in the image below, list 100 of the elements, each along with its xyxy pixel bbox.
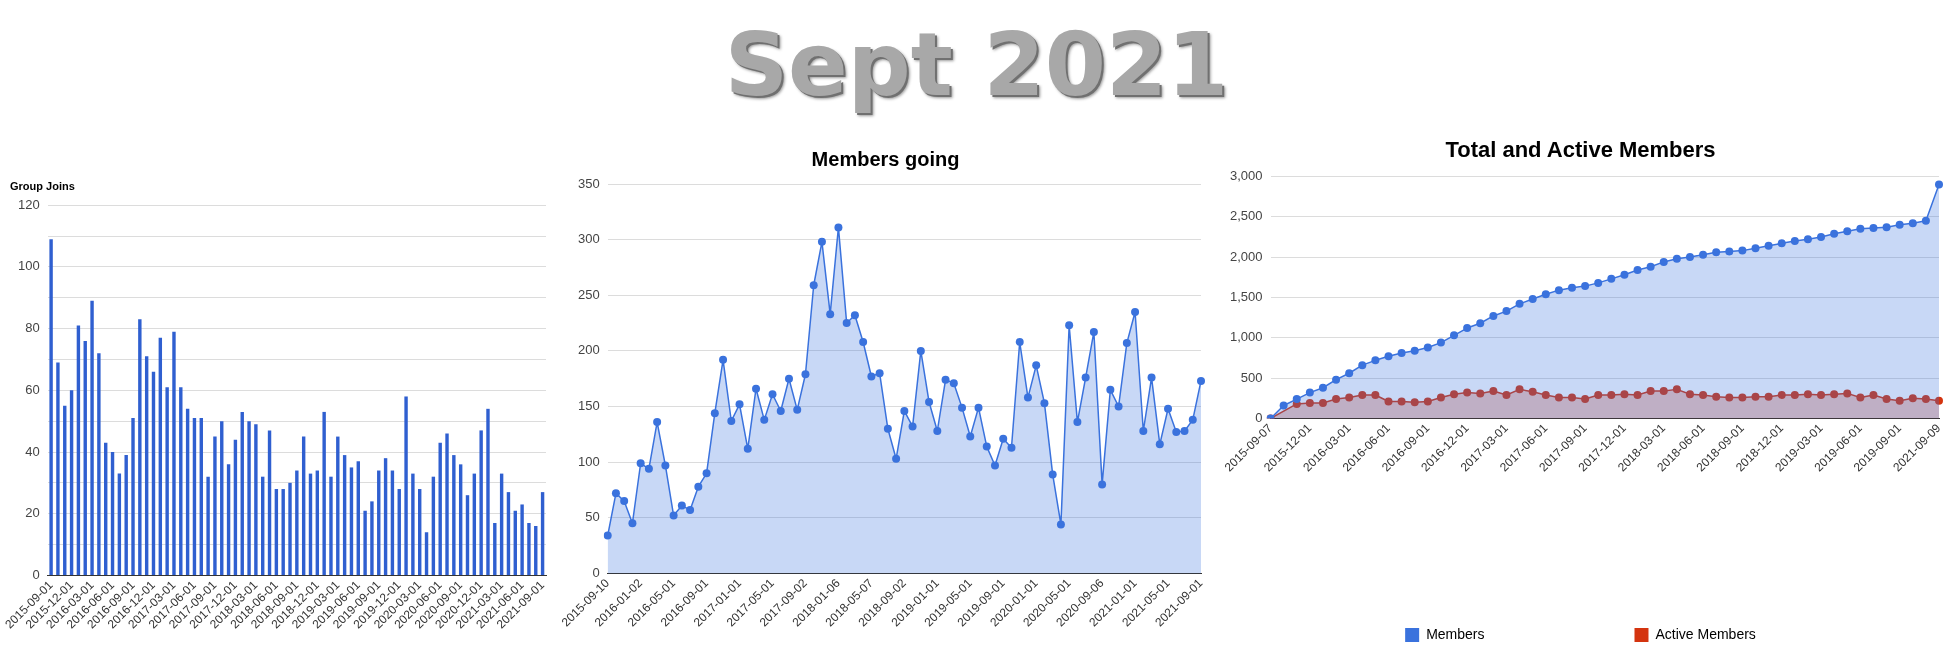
point	[1515, 299, 1524, 308]
point	[1882, 395, 1891, 404]
point	[1672, 254, 1681, 263]
point	[1528, 387, 1537, 396]
y-tick-label: 500	[1240, 369, 1263, 385]
point	[1712, 248, 1721, 257]
point	[1843, 227, 1852, 236]
point	[1502, 307, 1511, 316]
y-tick-label: 1,500	[1229, 288, 1263, 304]
point	[1292, 395, 1301, 404]
point	[1830, 229, 1839, 238]
legend-label: Members	[1426, 625, 1485, 642]
text: Sept 2021	[723, 12, 1230, 118]
bar	[445, 433, 449, 575]
point	[1371, 391, 1380, 400]
point	[1764, 392, 1773, 401]
point	[1725, 393, 1734, 402]
y-tick-label: 40	[25, 443, 40, 459]
y-tick-label: 50	[585, 509, 600, 525]
point	[1738, 393, 1747, 402]
point	[1803, 235, 1812, 244]
point	[1305, 388, 1314, 397]
bar	[288, 482, 292, 575]
point	[1423, 397, 1432, 406]
point	[1554, 286, 1563, 295]
point	[1489, 311, 1498, 320]
y-tick-label: 20	[25, 505, 40, 521]
point	[1646, 386, 1655, 395]
bar	[281, 489, 285, 575]
point	[1817, 232, 1826, 241]
bar	[213, 436, 217, 575]
bar	[172, 331, 176, 575]
y-tick-label: 350	[577, 175, 600, 191]
point	[1528, 295, 1537, 304]
y-tick-label: 80	[25, 320, 40, 336]
point	[1620, 270, 1629, 279]
point	[1751, 244, 1760, 253]
point	[1685, 253, 1694, 262]
point	[1332, 375, 1341, 384]
y-tick-label: 0	[32, 566, 40, 582]
bar	[138, 319, 142, 575]
point	[1436, 338, 1445, 347]
point	[1463, 324, 1472, 333]
point	[1541, 391, 1550, 400]
y-tick-label: 120	[17, 196, 40, 212]
y-tick-label: 150	[577, 398, 600, 414]
point	[1332, 395, 1341, 404]
point	[1489, 386, 1498, 395]
point	[1725, 247, 1734, 256]
bar	[479, 430, 483, 575]
point	[1738, 246, 1747, 255]
point	[1345, 369, 1354, 378]
bar	[179, 387, 183, 575]
point	[1607, 391, 1616, 400]
point	[1305, 399, 1314, 408]
point	[1777, 391, 1786, 400]
bar	[452, 455, 456, 575]
bar	[404, 396, 408, 575]
bar	[97, 353, 101, 575]
point	[1672, 385, 1681, 394]
bar	[493, 522, 497, 575]
bar	[56, 362, 60, 575]
point	[1358, 391, 1367, 400]
point	[1476, 319, 1485, 328]
bar	[295, 470, 299, 575]
legend-label: Active Members	[1655, 625, 1756, 642]
point	[1817, 391, 1826, 400]
point	[1594, 391, 1603, 400]
point	[1515, 385, 1524, 394]
point	[1659, 257, 1668, 266]
point	[1450, 390, 1459, 399]
point	[1921, 216, 1930, 225]
point	[1581, 282, 1590, 291]
bar	[90, 300, 94, 575]
point	[1397, 397, 1406, 406]
point	[1830, 390, 1839, 399]
bar	[336, 436, 340, 575]
bar	[363, 510, 367, 575]
bar	[49, 239, 53, 575]
bar	[329, 476, 333, 575]
point	[1921, 395, 1930, 404]
point	[1895, 220, 1904, 229]
bar	[247, 421, 251, 575]
chart-title: Members going	[811, 147, 960, 170]
point	[1358, 361, 1367, 370]
y-tick-label: 100	[17, 258, 40, 274]
point	[1699, 391, 1708, 400]
y-tick-label: 60	[25, 381, 40, 397]
point	[1764, 241, 1773, 250]
bar	[254, 424, 258, 575]
point	[1423, 343, 1432, 352]
point	[1345, 393, 1354, 402]
bar	[520, 504, 524, 575]
point	[1450, 331, 1459, 340]
bar	[206, 476, 210, 575]
bar	[165, 387, 169, 575]
point	[1581, 395, 1590, 404]
point	[1751, 392, 1760, 401]
point	[1869, 224, 1878, 233]
point	[1384, 352, 1393, 361]
